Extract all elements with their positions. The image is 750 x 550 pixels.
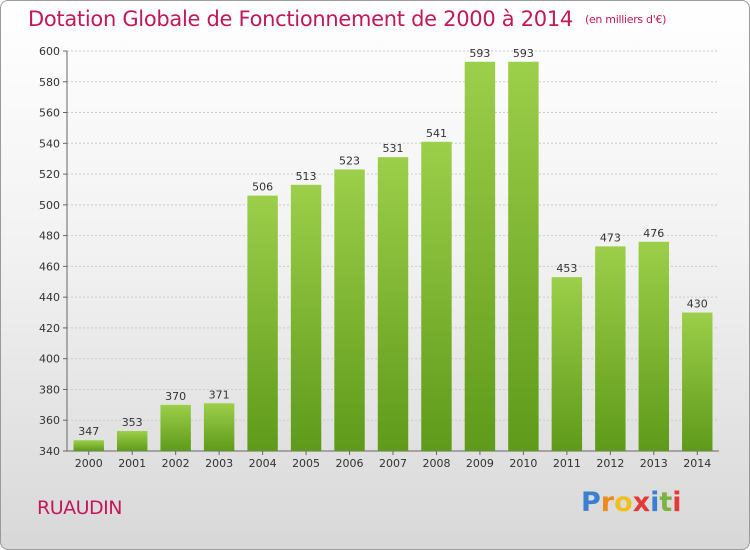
value-label-2010: 593 <box>513 47 534 60</box>
unit-label: (en milliers d'€) <box>584 13 667 26</box>
bar-2012 <box>595 246 626 451</box>
y-tick-label: 460 <box>39 260 60 273</box>
bar-2014 <box>682 312 713 451</box>
y-tick-label: 560 <box>39 107 60 120</box>
y-tick-label: 420 <box>39 322 60 335</box>
logo-letter: t <box>659 487 673 518</box>
bar-2011 <box>551 277 583 451</box>
x-tick-label: 2012 <box>596 457 624 470</box>
x-tick-label: 2001 <box>118 457 146 470</box>
bar-2013 <box>638 241 670 451</box>
x-tick-label: 2009 <box>466 457 494 470</box>
y-tick-label: 340 <box>39 445 60 458</box>
y-tick-label: 440 <box>39 291 60 304</box>
value-label-2006: 523 <box>339 154 360 167</box>
y-tick-label: 520 <box>39 168 60 181</box>
bar-2002 <box>160 404 191 451</box>
x-tick-label: 2000 <box>75 457 103 470</box>
y-tick-label: 500 <box>39 199 60 212</box>
value-labels: 347 353 370 371 506 513 523 531 541 593 593 453 473 4… <box>78 47 708 438</box>
x-tick-label: 2007 <box>379 457 407 470</box>
y-tick-label: 400 <box>39 353 60 366</box>
bar-2009 <box>464 61 496 452</box>
x-tick-label: 2006 <box>336 457 364 470</box>
bar-2006 <box>334 169 365 451</box>
x-tick-label: 2014 <box>683 457 711 470</box>
value-label-2009: 593 <box>469 47 490 60</box>
logo-letter: P <box>581 487 601 518</box>
bar-2005 <box>290 184 322 451</box>
bar-2003 <box>203 403 235 451</box>
y-tick-label: 600 <box>39 45 60 58</box>
bar-2004 <box>247 195 278 451</box>
proxiti-logo: Proxiti <box>581 487 682 518</box>
y-tick-label: 540 <box>39 137 60 150</box>
logo-letter: r <box>600 487 615 518</box>
chart-title: Dotation Globale de Fonctionnement de 20… <box>28 7 666 31</box>
bar-2008 <box>421 141 452 451</box>
x-tick-label: 2010 <box>509 457 537 470</box>
x-tick-label: 2003 <box>205 457 233 470</box>
x-tick-label: 2005 <box>292 457 320 470</box>
value-label-2007: 531 <box>383 142 404 155</box>
chart-title-text: Dotation Globale de Fonctionnement de 20… <box>28 7 573 31</box>
logo-letter: x <box>632 487 651 518</box>
value-label-2011: 453 <box>556 262 577 275</box>
axes: 340 360 380 400 420 440 460 480 500 520 540 560 580 6… <box>39 45 719 470</box>
bar-2010 <box>508 61 539 452</box>
value-label-2013: 476 <box>643 227 664 240</box>
value-label-2008: 541 <box>426 127 447 140</box>
value-label-2003: 371 <box>209 388 230 401</box>
bar-2001 <box>116 431 148 451</box>
y-tick-label: 480 <box>39 230 60 243</box>
x-tick-label: 2013 <box>640 457 668 470</box>
value-label-2014: 430 <box>687 298 708 311</box>
y-tick-label: 580 <box>39 76 60 89</box>
logo-letter: i <box>672 487 682 518</box>
value-label-2005: 513 <box>296 170 317 183</box>
y-tick-label: 380 <box>39 383 60 396</box>
value-label-2001: 353 <box>122 416 143 429</box>
x-tick-label: 2008 <box>422 457 450 470</box>
x-tick-label: 2002 <box>162 457 190 470</box>
city-name: RUAUDIN <box>37 497 122 519</box>
logo-letter: i <box>650 487 660 518</box>
logo-letter: o <box>614 487 633 518</box>
x-tick-label: 2011 <box>553 457 581 470</box>
value-label-2004: 506 <box>252 181 273 194</box>
x-tick-label: 2004 <box>249 457 277 470</box>
bar-2000 <box>73 440 104 451</box>
value-label-2002: 370 <box>165 390 186 403</box>
bars <box>73 61 713 452</box>
value-label-2012: 473 <box>600 231 621 244</box>
bar-2007 <box>377 157 409 451</box>
y-tick-label: 360 <box>39 414 60 427</box>
value-label-2000: 347 <box>78 425 99 438</box>
